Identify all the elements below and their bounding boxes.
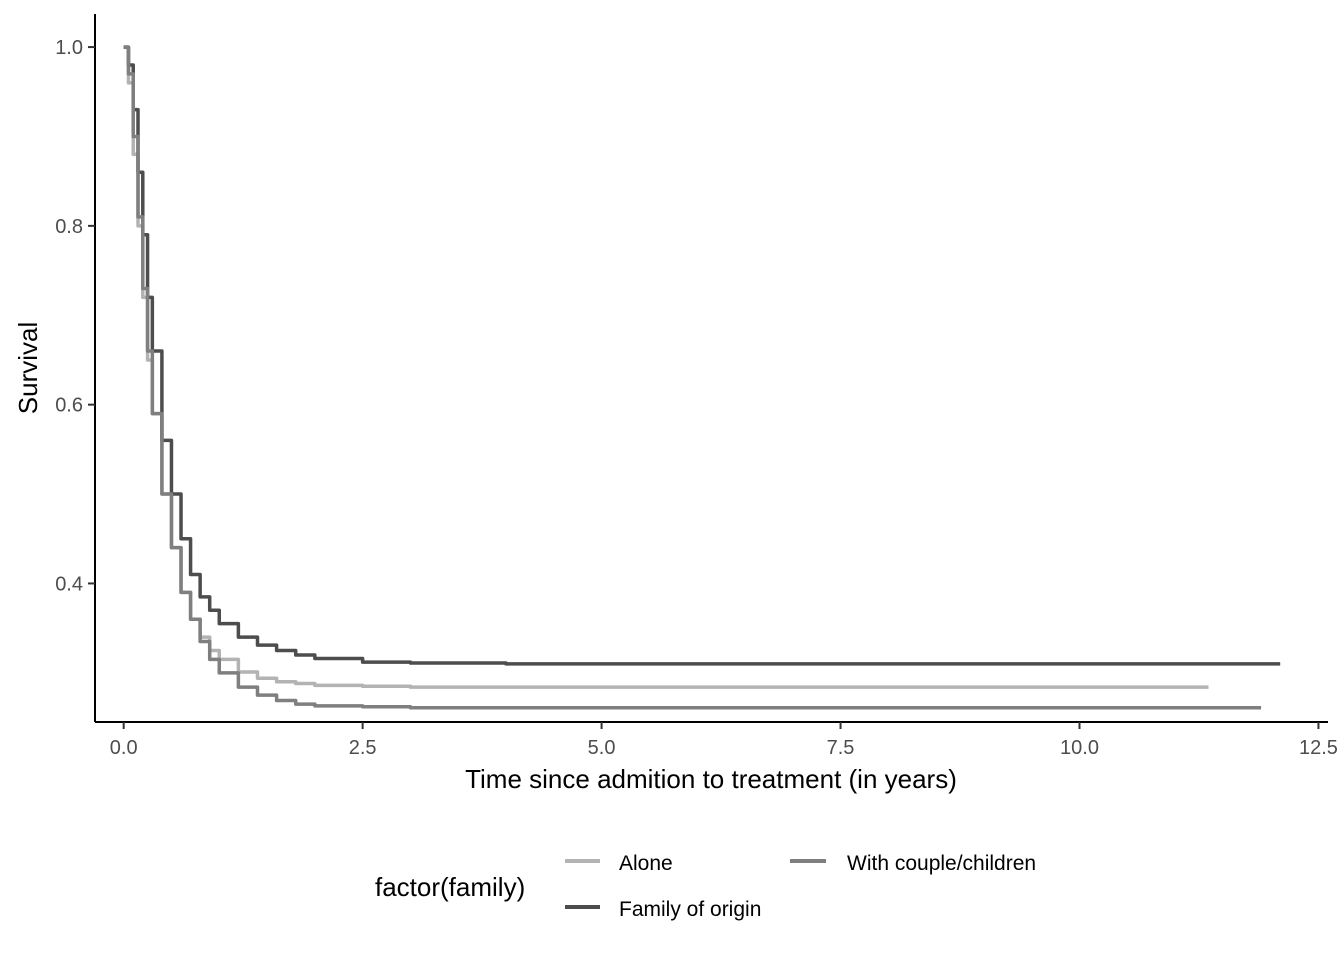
y-tick-label: 0.6 <box>55 395 83 417</box>
x-tick-label: 5.0 <box>588 737 616 759</box>
legend-item-alone: Alone <box>565 852 673 875</box>
legend-label-alone: Alone <box>619 852 673 875</box>
x-tick-label: 10.0 <box>1060 737 1099 759</box>
y-tick-label: 0.4 <box>55 573 83 595</box>
series-line-family-of-origin <box>123 45 1281 666</box>
series-line-with-couple-children <box>123 45 1262 710</box>
y-tick-label: 0.8 <box>55 216 83 238</box>
x-axis-ticks: 0.0 2.5 5.0 7.5 10.0 12.5 <box>110 722 1338 759</box>
legend-item-with-couple-children: With couple/children <box>790 852 1036 875</box>
y-axis-ticks: 0.4 0.6 0.8 1.0 <box>55 37 95 595</box>
y-axis-title: Survival <box>13 322 43 414</box>
y-tick-label: 1.0 <box>55 37 83 59</box>
legend-label-with-couple-children: With couple/children <box>847 852 1036 875</box>
x-tick-label: 0.0 <box>110 737 138 759</box>
series-lines <box>123 45 1281 710</box>
legend-title: factor(family) <box>375 872 525 902</box>
legend-label-family-of-origin: Family of origin <box>619 898 761 921</box>
legend-item-family-of-origin: Family of origin <box>565 898 761 921</box>
x-tick-label: 12.5 <box>1299 737 1338 759</box>
legend: factor(family) Alone Family of origin Wi… <box>375 852 1036 921</box>
x-tick-label: 2.5 <box>349 737 377 759</box>
x-tick-label: 7.5 <box>827 737 855 759</box>
x-axis-title: Time since admition to treatment (in yea… <box>465 764 957 794</box>
